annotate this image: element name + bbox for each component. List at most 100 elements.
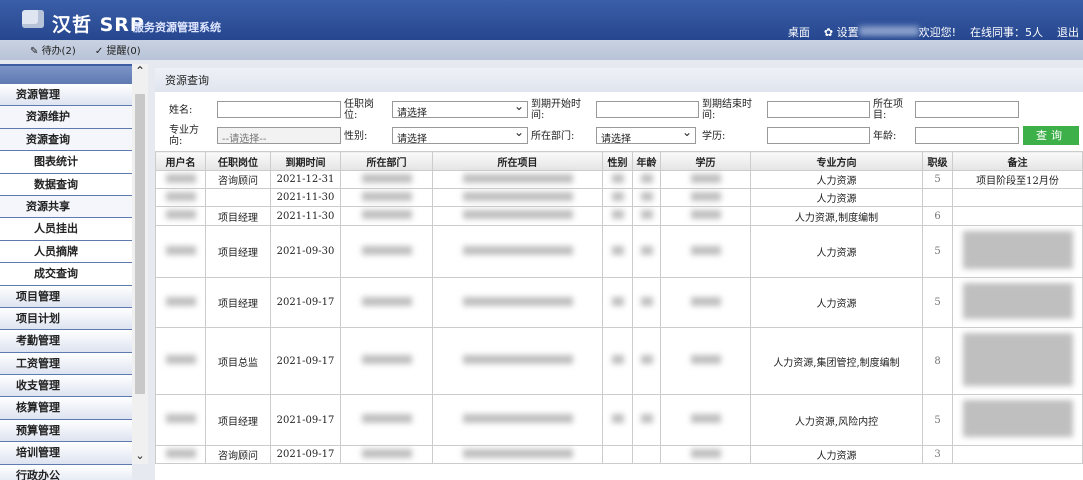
redacted-cell — [632, 394, 661, 446]
sidebar-item[interactable]: 预算管理 — [0, 419, 132, 443]
column-header[interactable]: 所在部门 — [340, 151, 433, 171]
logout-link[interactable]: 退出 — [1057, 26, 1079, 39]
desktop-link[interactable]: 桌面 — [787, 26, 810, 39]
scroll-thumb[interactable] — [135, 94, 145, 394]
major-picker[interactable]: --请选择-- — [217, 127, 341, 145]
date-text: 2021-09-17 — [276, 449, 335, 460]
dept-select[interactable]: 请选择 — [596, 125, 696, 145]
table-row[interactable]: 2021-11-30 人力资源 — [155, 188, 1083, 207]
reminder-link[interactable]: ✓ 提醒(0) — [94, 46, 141, 57]
redacted-cell — [660, 327, 751, 395]
sidebar-item[interactable]: 资源共享 — [0, 195, 132, 219]
column-header[interactable]: 备注 — [952, 151, 1083, 171]
column-header[interactable]: 任职岗位 — [205, 151, 271, 171]
sidebar-item[interactable]: 考勤管理 — [0, 330, 132, 353]
table-row[interactable]: 项目总监 2021-09-17 人力资源,集团管控,制度编制 8 — [155, 327, 1083, 395]
welcome-text: 欢迎您! — [918, 26, 956, 39]
redacted-cell — [340, 277, 433, 328]
todo-link[interactable]: ✎ 待办(2) — [30, 46, 76, 57]
column-header[interactable]: 学历 — [660, 151, 751, 171]
redacted-cell — [155, 225, 206, 278]
table-row[interactable]: 咨询顾问 2021-12-31 人力资源 5 项目阶段至12月份 — [155, 170, 1083, 189]
remark-cell: 项目阶段至12月份 — [952, 170, 1083, 189]
age-input[interactable] — [915, 127, 1019, 144]
column-header[interactable]: 所在项目 — [432, 151, 603, 171]
redacted-cell — [660, 188, 751, 207]
column-header[interactable]: 性别 — [602, 151, 633, 171]
sidebar-item[interactable]: 行政办公 — [0, 464, 132, 480]
expire-start-label: 到期开始时间: — [531, 99, 581, 121]
level-cell: 5 — [922, 225, 953, 278]
level-text: 5 — [934, 246, 941, 257]
sidebar-item[interactable]: 资源管理 — [0, 84, 132, 107]
position-select[interactable]: 请选择 — [392, 99, 528, 119]
redacted-cell — [602, 445, 633, 464]
search-button[interactable]: 查询 — [1023, 126, 1079, 145]
sidebar-item[interactable]: 项目计划 — [0, 307, 132, 331]
sidebar-item[interactable]: 人员挂出 — [0, 218, 132, 241]
sidebar-item[interactable]: 资源查询 — [0, 128, 132, 152]
date-text: 2021-09-17 — [276, 355, 335, 367]
sidebar-item[interactable]: 核算管理 — [0, 397, 132, 420]
date-text: 2021-09-30 — [276, 246, 335, 257]
sidebar-item[interactable]: 数据查询 — [0, 173, 132, 196]
table-row[interactable]: 项目经理 2021-09-17 人力资源 5 — [155, 277, 1083, 328]
sidebar-item[interactable]: 培训管理 — [0, 442, 132, 465]
sidebar: 资源管理 资源维护 资源查询 图表统计 数据查询 资源共享 人员挂出 人员摘牌 成交查询 项目管理… — [0, 64, 132, 480]
major-cell: 人力资源 — [750, 188, 923, 207]
column-header[interactable]: 用户名 — [155, 151, 206, 171]
level-cell: 6 — [922, 206, 953, 226]
column-header[interactable]: 专业方向 — [750, 151, 923, 171]
level-text: 8 — [934, 355, 941, 367]
redacted-cell — [632, 170, 661, 189]
level-text: 5 — [934, 174, 941, 185]
logo: 汉哲 SRP — [52, 14, 145, 36]
sidebar-item[interactable]: 工资管理 — [0, 352, 132, 376]
name-input[interactable] — [217, 101, 341, 118]
sidebar-item[interactable]: 项目管理 — [0, 285, 132, 308]
redacted-cell — [660, 225, 751, 278]
project-input[interactable] — [915, 101, 1019, 118]
table-row[interactable]: 项目经理 2021-11-30 人力资源,制度编制 6 — [155, 206, 1083, 226]
date-cell: 2021-09-17 — [270, 277, 341, 328]
level-text: 5 — [934, 414, 941, 426]
level-cell: 8 — [922, 327, 953, 395]
expire-start-input[interactable] — [596, 101, 699, 118]
column-header[interactable]: 到期时间 — [270, 151, 341, 171]
table-row[interactable]: 项目经理 2021-09-30 人力资源 5 — [155, 225, 1083, 278]
logo-icon — [22, 10, 44, 28]
sidebar-scrollbar[interactable]: ⌃ ⌄ — [132, 64, 148, 464]
redacted-cell — [602, 327, 633, 395]
sidebar-item[interactable]: 成交查询 — [0, 263, 132, 286]
scroll-up-icon[interactable]: ⌃ — [134, 64, 146, 78]
remark-cell — [952, 225, 1083, 278]
redacted-cell — [632, 445, 661, 464]
sidebar-item[interactable]: 资源维护 — [0, 106, 132, 129]
education-input[interactable] — [767, 127, 870, 144]
table-row[interactable]: 咨询顾问 2021-09-17 人力资源 3 — [155, 445, 1083, 464]
position-text: 咨询顾问 — [218, 451, 258, 462]
expire-end-input[interactable] — [767, 101, 870, 118]
gender-select[interactable]: 请选择 — [392, 125, 528, 145]
sidebar-item[interactable]: 图表统计 — [0, 151, 132, 174]
major-text: 人力资源 — [816, 176, 857, 187]
online-count[interactable]: 在线同事：5人 — [970, 26, 1043, 39]
position-cell: 项目总监 — [205, 327, 271, 395]
position-text: 项目总监 — [218, 357, 258, 369]
redacted-cell — [155, 170, 206, 189]
table-row[interactable]: 项目经理 2021-09-17 人力资源,风险内控 5 — [155, 394, 1083, 446]
position-cell: 项目经理 — [205, 277, 271, 328]
scroll-down-icon[interactable]: ⌄ — [135, 449, 145, 462]
major-cell: 人力资源,集团管控,制度编制 — [750, 327, 923, 395]
settings-link[interactable]: 设置 — [836, 26, 859, 39]
major-text: 人力资源,风险内控 — [794, 416, 879, 428]
column-header[interactable]: 年龄 — [632, 151, 661, 171]
sidebar-item[interactable]: 收支管理 — [0, 375, 132, 398]
major-cell: 人力资源,制度编制 — [750, 206, 923, 226]
sidebar-item[interactable]: 人员摘牌 — [0, 240, 132, 264]
level-text: 6 — [934, 210, 941, 222]
date-cell: 2021-09-30 — [270, 225, 341, 278]
column-header[interactable]: 职级 — [922, 151, 953, 171]
education-label: 学历: — [702, 131, 726, 142]
redacted-cell — [155, 206, 206, 226]
